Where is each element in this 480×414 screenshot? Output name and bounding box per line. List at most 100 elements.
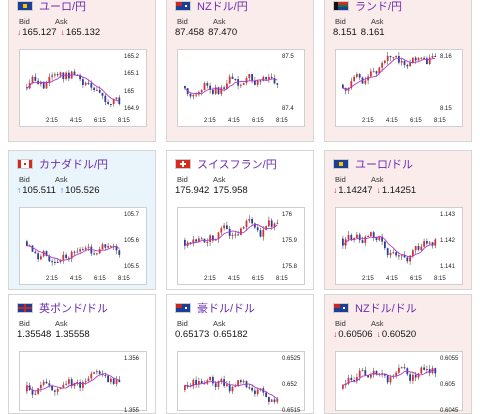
candle <box>84 247 87 250</box>
price-chart[interactable]: 8.16 8.15 2:15 4:15 6:15 8:15 <box>335 49 463 127</box>
candle <box>262 229 265 237</box>
price-chart[interactable]: 0.6525 0.652 0.6515 <box>177 351 305 413</box>
ask-label: Ask <box>213 175 226 184</box>
pair-name[interactable]: カナダドル/円 <box>39 159 109 171</box>
bid-value-group: 175.942 <box>175 185 209 196</box>
x-tick-label: 4:15 <box>386 118 398 124</box>
rate-card[interactable]: スイスフラン/円 Bid Ask 175.942 175.958 176 175.9 175.… <box>166 150 314 290</box>
price-chart[interactable]: 105.7 105.6 105.5 2:15 4:15 6:15 8:15 <box>19 207 147 285</box>
candle <box>431 242 434 246</box>
rate-card[interactable]: ユーロ/ドル Bid Ask ↓1.14247 ↓1.14251 1.143 1.142 1.… <box>324 150 472 290</box>
candle <box>412 57 414 63</box>
bid-value-group: ↓0.60506 <box>333 329 373 340</box>
candle <box>48 255 51 262</box>
pair-title[interactable]: NZドル/ドル <box>333 301 417 315</box>
rate-card[interactable]: ランド/円 Bid Ask 8.151 8.161 8.16 8.15 2:15 4:15 6:1… <box>324 0 472 142</box>
candle <box>228 229 231 236</box>
rate-card[interactable]: 豪ドル/ドル Bid Ask 0.65173 0.65182 0.6525 0.652 0.6… <box>166 294 314 414</box>
x-tick-label: 8:15 <box>434 118 446 124</box>
candle <box>45 82 48 89</box>
candle <box>56 74 59 76</box>
candle <box>395 56 397 58</box>
candle <box>254 390 256 395</box>
candle <box>372 232 375 238</box>
candle <box>361 370 364 372</box>
bid-ask-labels: Bid Ask <box>177 319 249 328</box>
candle <box>212 235 214 241</box>
price-chart[interactable]: 165.2 165.1 165 164.9 2:15 4:15 6:15 8:15 <box>19 49 147 127</box>
candle <box>370 232 372 236</box>
candle <box>203 83 206 90</box>
bid-ask-labels: Bid Ask <box>177 17 249 26</box>
candle <box>414 246 417 251</box>
price-chart[interactable]: 87.5 87.4 2:15 4:15 6:15 8:15 <box>177 49 305 127</box>
candle <box>361 240 364 243</box>
candlestick-plot <box>26 369 121 398</box>
candle <box>395 372 397 376</box>
candle <box>34 393 37 395</box>
bid-value: 175.942 <box>175 185 210 196</box>
candle <box>40 81 42 85</box>
bid-label: Bid <box>19 175 30 184</box>
pair-name[interactable]: NZドル/ドル <box>355 303 417 315</box>
candle <box>65 72 67 80</box>
pair-title[interactable]: ユーロ/ドル <box>333 157 413 171</box>
price-chart[interactable]: 1.143 1.142 1.141 2:15 4:15 6:15 8:15 <box>335 207 463 285</box>
candle <box>248 387 251 389</box>
candle <box>51 261 53 263</box>
candle <box>48 383 51 386</box>
candle <box>420 57 423 59</box>
candle <box>76 382 79 384</box>
pair-name[interactable]: ランド/円 <box>355 1 403 13</box>
pair-title[interactable]: ランド/円 <box>333 0 402 13</box>
rate-card[interactable]: ユーロ/円 Bid Ask ↓165.127 ↓165.132 165.2 165.1 165… <box>8 0 156 142</box>
price-chart[interactable]: 1.356 1.355 <box>19 351 147 413</box>
rate-card[interactable]: NZドル/円 Bid Ask 87.458 87.470 87.5 87.4 2:15 4:15… <box>166 0 314 142</box>
pair-title[interactable]: 豪ドル/ドル <box>175 301 255 315</box>
pair-title[interactable]: 英ポンド/ドル <box>17 301 108 315</box>
pair-name[interactable]: 英ポンド/ドル <box>39 303 109 315</box>
rate-card[interactable]: カナダドル/円 Bid Ask ↑105.511 ↑105.526 105.7 105.6 1… <box>8 150 156 290</box>
rate-card[interactable]: NZドル/ドル Bid Ask ↓0.60506 ↓0.60520 0.6055 0.605… <box>324 294 472 414</box>
candle <box>398 56 400 63</box>
candle <box>381 63 383 68</box>
bid-ask-labels: Bid Ask <box>19 319 91 328</box>
candle <box>370 71 372 77</box>
pair-name[interactable]: NZドル/円 <box>197 1 248 13</box>
candle <box>189 242 192 244</box>
pair-name[interactable]: ユーロ/ドル <box>355 159 414 171</box>
pair-title[interactable]: ユーロ/円 <box>17 0 86 13</box>
candle <box>347 234 350 240</box>
rate-card[interactable]: 英ポンド/ドル Bid Ask 1.35548 1.35558 1.356 1.355 <box>8 294 156 414</box>
candle <box>31 76 34 84</box>
pair-title[interactable]: カナダドル/円 <box>17 157 108 171</box>
y-tick-label: 105.6 <box>124 238 140 244</box>
candle <box>406 64 409 67</box>
price-chart[interactable]: 176 175.9 175.8 2:15 4:15 6:15 8:15 <box>177 207 305 285</box>
price-chart[interactable]: 0.6055 0.605 0.6045 <box>335 351 463 413</box>
candle <box>184 85 186 89</box>
x-tick-label: 2:15 <box>46 276 58 282</box>
pair-name[interactable]: ユーロ/円 <box>39 1 87 13</box>
pair-title[interactable]: NZドル/円 <box>175 0 248 13</box>
candle <box>189 386 192 388</box>
down-arrow-icon: ↓ <box>333 329 338 339</box>
candle <box>115 379 118 384</box>
pair-name[interactable]: 豪ドル/ドル <box>197 303 256 315</box>
bid-value-group: 87.458 <box>175 27 204 38</box>
y-tick-label: 0.6055 <box>440 356 459 362</box>
candle <box>428 57 431 65</box>
candle <box>248 73 251 79</box>
y-tick-label: 87.4 <box>282 106 294 112</box>
candle <box>212 376 214 384</box>
candle <box>342 84 344 89</box>
candle <box>228 76 231 84</box>
candle <box>242 82 245 85</box>
candle <box>48 76 51 83</box>
pair-name[interactable]: スイスフラン/円 <box>197 159 277 171</box>
pair-title[interactable]: スイスフラン/円 <box>175 157 277 171</box>
candle <box>115 246 118 251</box>
candle <box>364 236 367 243</box>
candle <box>426 369 428 371</box>
